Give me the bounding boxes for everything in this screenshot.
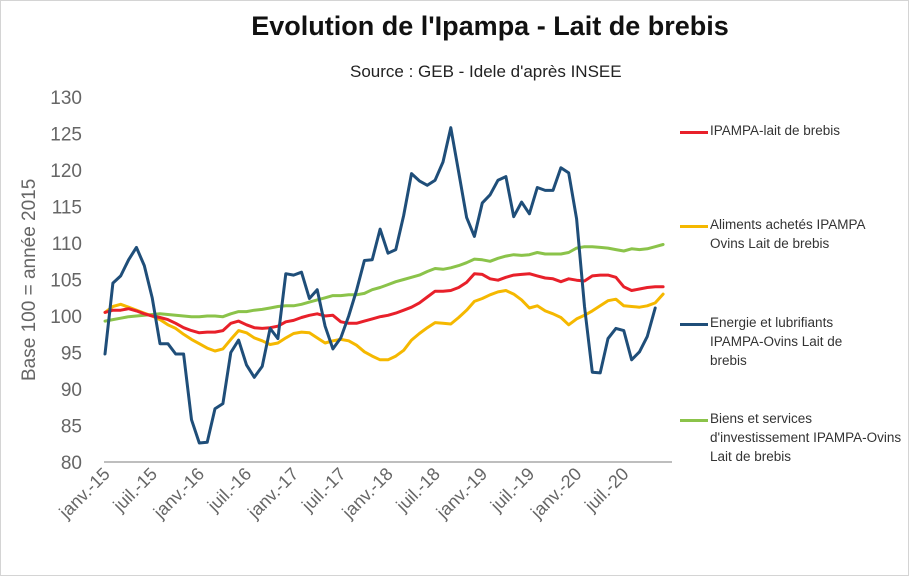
series-line-2 xyxy=(103,126,657,445)
y-tick-label: 105 xyxy=(50,271,82,292)
legend-label: Energie et lubrifiants IPAMPA-Ovins Lait… xyxy=(710,315,843,368)
series-line-3 xyxy=(103,243,665,323)
x-tick-label: janv.-18 xyxy=(338,464,397,523)
x-tick-label: janv.-16 xyxy=(149,464,208,523)
x-tick-label: janv.-17 xyxy=(243,464,302,523)
y-tick-label: 130 xyxy=(50,88,82,109)
y-tick-label: 80 xyxy=(61,453,82,474)
x-tick-label: juil.-20 xyxy=(580,464,632,516)
legend-label: Biens et services d'investissement IPAMP… xyxy=(710,411,902,464)
legend-swatch xyxy=(680,225,708,228)
y-tick-label: 120 xyxy=(50,161,82,182)
y-tick-label: 110 xyxy=(52,234,82,255)
x-tick-label: janv.-19 xyxy=(432,464,491,523)
legend-label: Aliments achetés IPAMPA Ovins Lait de br… xyxy=(710,217,865,251)
x-tick-label: janv.-20 xyxy=(526,464,585,523)
legend-swatch xyxy=(680,419,708,422)
y-tick-label: 90 xyxy=(61,380,82,401)
y-tick-label: 125 xyxy=(50,125,82,146)
series-line-1 xyxy=(103,289,665,362)
legend-label: IPAMPA-lait de brebis xyxy=(710,123,841,138)
y-tick-label: 115 xyxy=(52,198,82,219)
y-tick-label: 95 xyxy=(61,344,82,365)
y-tick-label: 100 xyxy=(50,307,82,328)
chart-title: Evolution de l'Ipampa - Lait de brebis xyxy=(251,11,729,41)
y-tick-label: 85 xyxy=(61,417,82,438)
legend-swatch xyxy=(680,131,708,134)
series-line-0 xyxy=(103,272,665,335)
legend-swatch xyxy=(680,323,708,326)
chart-subtitle: Source : GEB - Idele d'après INSEE xyxy=(350,62,622,81)
